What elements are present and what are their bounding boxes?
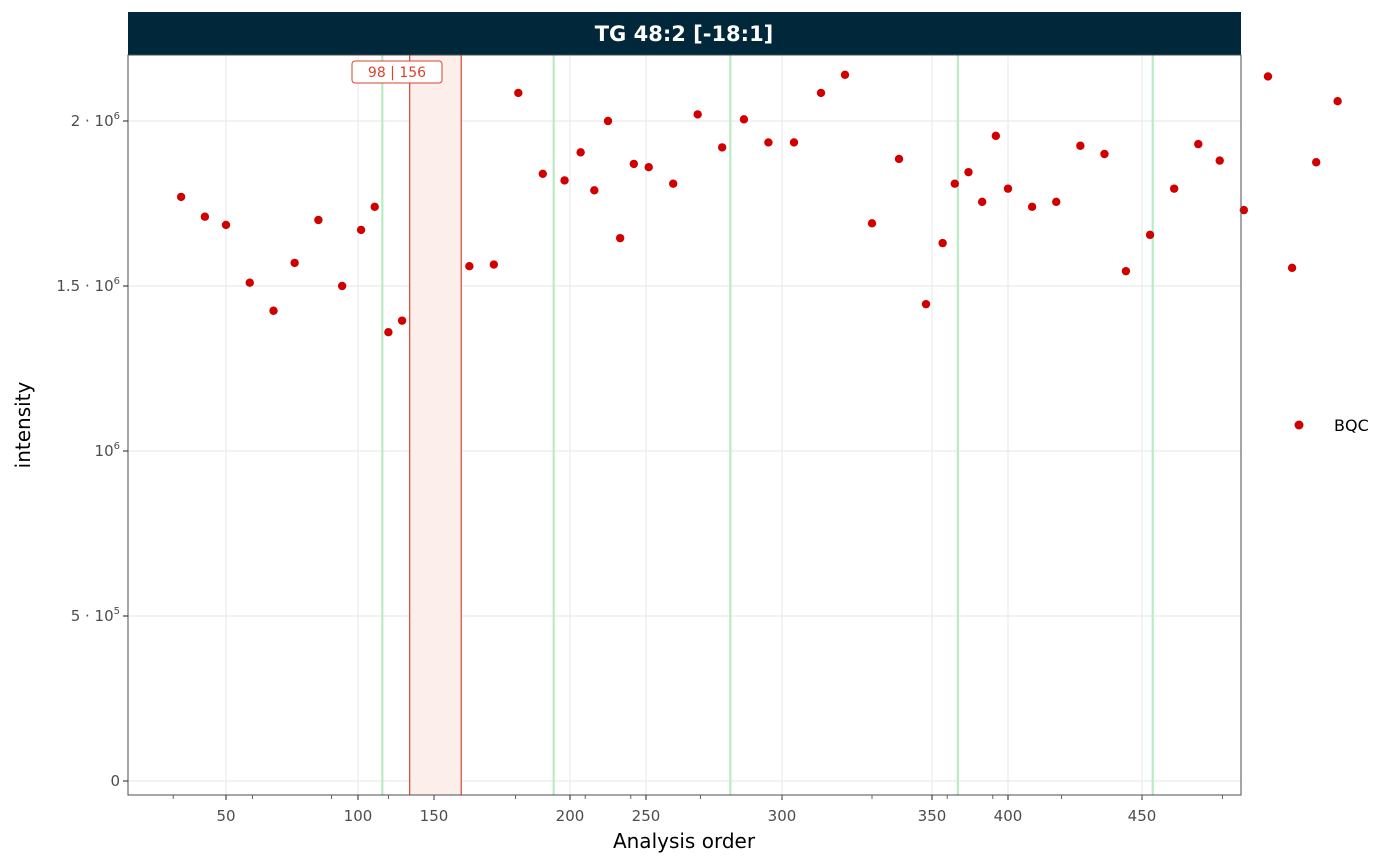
x-tick-label: 350 [918,807,947,825]
x-axis: 50 100 150 200 250 300 350 400 450 [172,795,1223,825]
y-tick-label: 1.5 · 106 [56,276,120,295]
data-point [337,281,347,291]
data-point [717,143,727,152]
legend-label-bqc: BQC [1334,416,1369,435]
data-point [576,148,585,157]
legend-key-bqc [1294,420,1304,430]
data-point [1263,72,1273,81]
data-point [991,131,1001,141]
data-point [514,88,523,98]
y-tick-label: 2 · 106 [71,111,120,130]
data-point [397,316,407,325]
data-point [1239,205,1249,215]
data-point [1333,97,1342,106]
data-point [950,179,959,188]
x-tick-label: 100 [344,807,373,825]
y-tick-label: 106 [95,441,120,460]
data-point [384,328,393,337]
data-point [894,154,904,164]
x-tick-label: 50 [216,807,235,825]
data-point [1027,202,1037,211]
data-point [1003,184,1013,193]
annotation-box [351,60,443,84]
data-point [840,70,850,80]
data-point [245,278,254,287]
data-point [1100,149,1109,159]
data-points [176,70,1342,337]
data-point [221,220,231,230]
y-tick-label: 5 · 105 [71,606,120,625]
x-tick-label: 400 [994,807,1023,825]
panel-border [127,54,1242,796]
data-point [1215,156,1224,165]
annotation-label: 98 | 156 [368,65,426,81]
data-point [1145,230,1155,240]
x-tick-label: 300 [768,807,797,825]
x-axis-title: Analysis order [613,829,756,853]
data-point [764,138,773,147]
data-point [603,116,613,126]
data-point [465,262,474,271]
data-point [644,163,653,172]
y-tick-label: 0 [110,772,120,790]
data-point [921,299,931,309]
batch-lines [381,55,1154,795]
data-point [739,115,749,124]
data-point [1169,184,1179,193]
data-point [629,159,639,169]
data-point [290,258,299,268]
data-point [590,186,599,195]
grid [128,55,1241,795]
data-point [1194,139,1203,149]
data-point [356,225,366,235]
data-point [669,179,678,188]
data-point [789,138,799,147]
y-axis-title: intensity [11,381,35,468]
data-point [938,238,947,248]
data-point [176,192,186,202]
data-point [964,167,973,177]
data-point [1312,158,1321,167]
strip-background [128,12,1241,55]
x-tick-label: 250 [632,807,661,825]
data-point [538,169,547,178]
data-point [1076,141,1085,150]
data-point [200,212,210,221]
data-point [314,215,323,225]
data-point [867,219,877,228]
data-point [1052,197,1061,207]
data-point [615,233,625,243]
y-axis: 0 5 · 105 106 1.5 · 106 2 · 106 [56,111,128,790]
data-point [489,260,499,269]
data-point [370,202,379,211]
x-tick-label: 150 [420,807,449,825]
x-tick-label: 200 [556,807,585,825]
chart-title: TG 48:2 [-18:1] [595,22,774,46]
data-point [977,197,987,207]
legend: BQC [1294,416,1369,435]
data-point [1287,263,1297,273]
data-point [816,88,826,98]
data-point [269,306,278,315]
highlight-band [409,55,462,795]
data-point [560,176,569,185]
x-tick-label: 450 [1128,807,1157,825]
data-point [1121,266,1131,276]
highlight-region [409,55,462,795]
highlight-annotation: 98 | 156 [351,60,443,84]
data-point [693,110,702,119]
